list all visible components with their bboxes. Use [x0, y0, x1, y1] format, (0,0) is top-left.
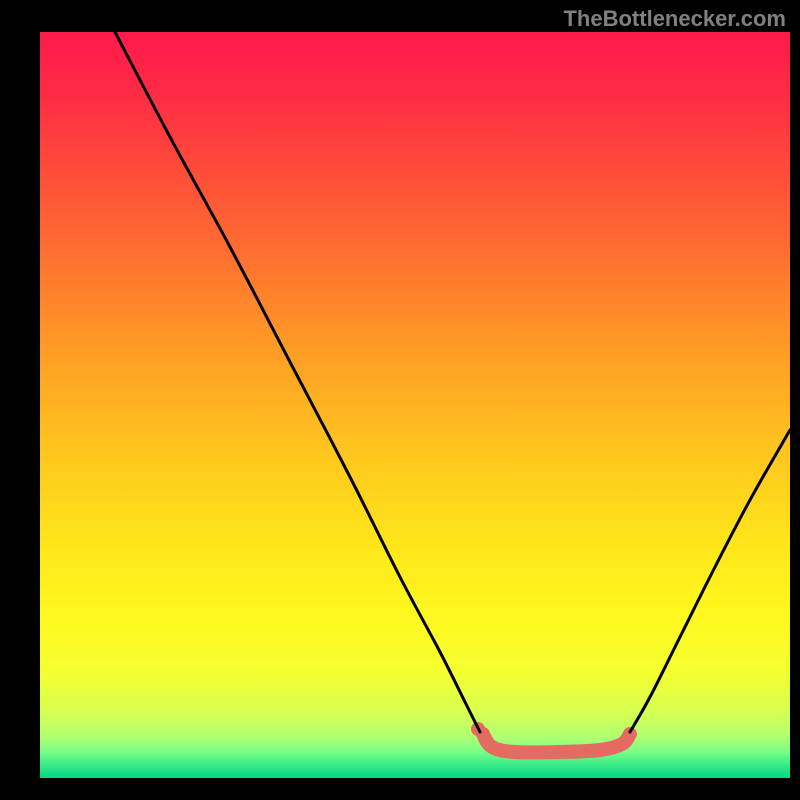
curve-layer: [40, 32, 790, 778]
curve-left-branch: [115, 32, 480, 732]
optimal-range-marker: [483, 734, 630, 752]
chart-frame: TheBottlenecker.com: [0, 0, 800, 800]
plot-area: [40, 32, 790, 778]
watermark-text: TheBottlenecker.com: [563, 6, 786, 32]
curve-right-branch: [630, 430, 790, 732]
